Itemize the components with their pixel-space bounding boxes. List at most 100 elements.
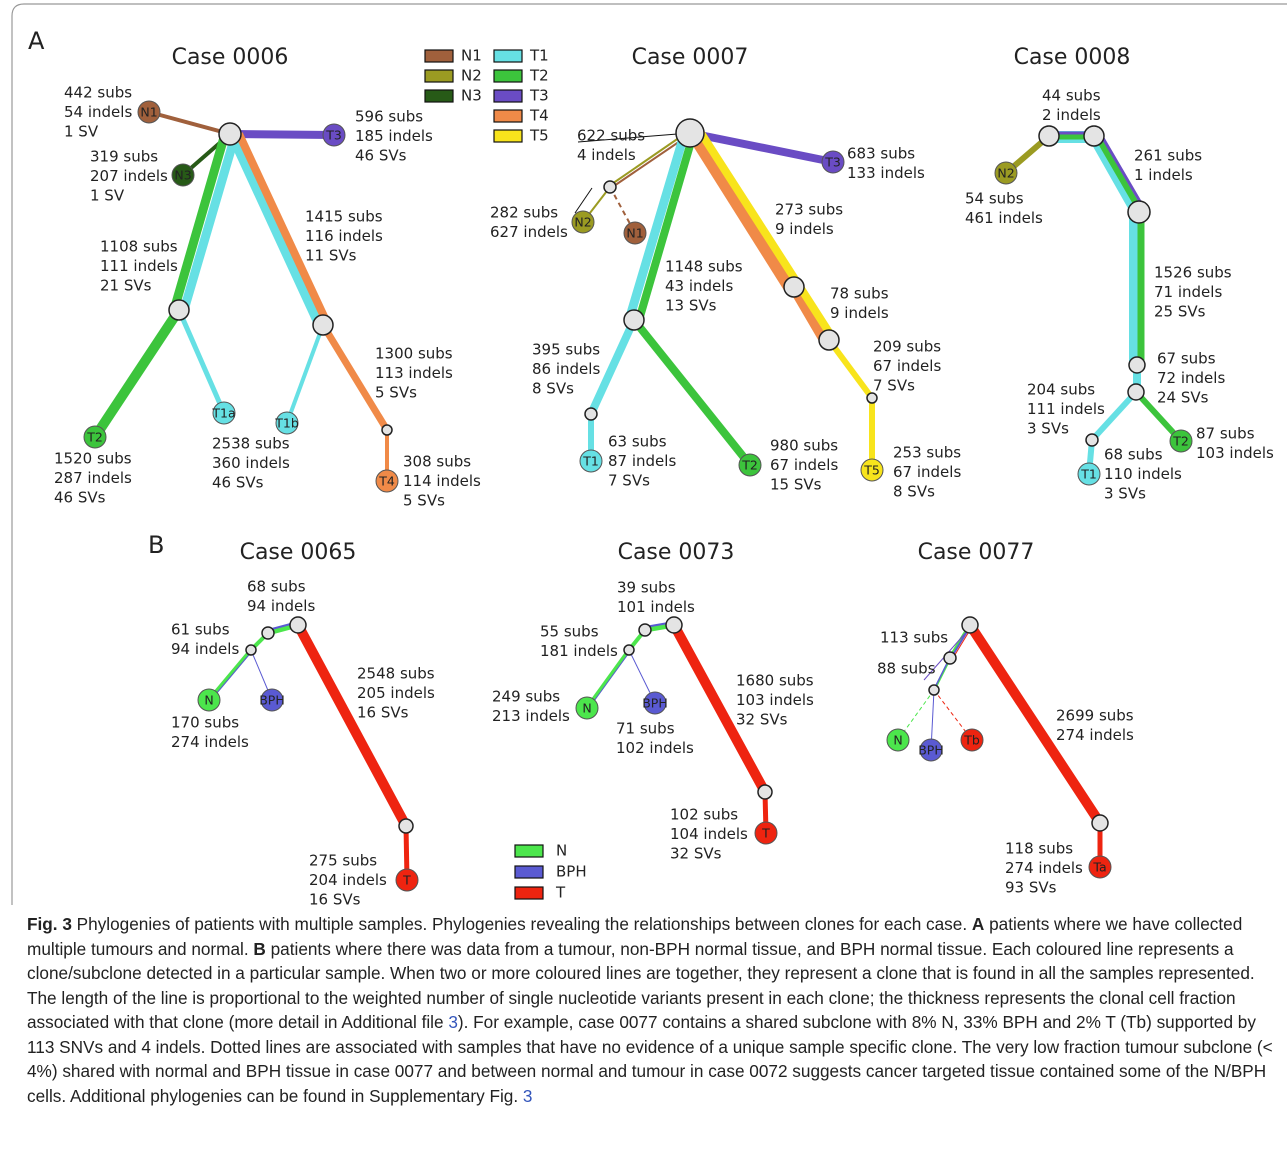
branch-annotation: 205 indels [357, 684, 435, 702]
caption-link[interactable]: 3 [448, 1012, 458, 1032]
branch-annotation: 3 SVs [1027, 420, 1069, 438]
branch-annotation: 71 indels [1154, 283, 1222, 301]
branch-annotation: 110 indels [1104, 465, 1182, 483]
branch-annotation: 7 SVs [608, 472, 650, 490]
branch-node [928, 684, 940, 696]
branch-annotation: 627 indels [490, 223, 568, 241]
sample-node [571, 210, 595, 234]
branch-annotation: 116 indels [305, 227, 383, 245]
frame [11, 3, 1287, 905]
branch-annotation: 8 SVs [893, 483, 935, 501]
branch-annotation: 54 indels [64, 103, 132, 121]
branch-annotation: 86 indels [532, 360, 600, 378]
branch-node [665, 616, 683, 634]
caption-link[interactable]: 3 [522, 1085, 533, 1106]
sample-label: T1 [1080, 467, 1097, 482]
branch-annotation: 308 subs [403, 453, 471, 471]
branch-annotation: 319 subs [90, 148, 158, 166]
sample-node [137, 100, 161, 124]
branch-annotation: 15 SVs [770, 476, 822, 494]
branch-annotation: 253 subs [893, 444, 961, 462]
sample-node [83, 425, 107, 449]
sample-node [575, 696, 599, 720]
sample-node [275, 411, 299, 435]
sample-node [395, 868, 419, 892]
branch-annotation: 63 subs [608, 433, 667, 451]
branch-node [818, 329, 840, 351]
branch-annotation: 118 subs [1005, 840, 1073, 858]
branch-node [261, 626, 275, 640]
clone-edge [587, 318, 638, 416]
branch-annotation: 274 indels [171, 733, 249, 751]
sample-node [579, 449, 603, 473]
sample-label: T3 [325, 128, 342, 143]
clone-edge [689, 129, 834, 166]
clone-edge [630, 317, 754, 468]
branch-node [398, 818, 414, 834]
sample-label: N2 [574, 215, 591, 230]
branch-annotation: 1 SV [90, 187, 125, 205]
branch-annotation: 395 subs [532, 341, 600, 359]
sample-label: T [761, 826, 770, 841]
legend-swatch [424, 89, 454, 103]
clone-edge [965, 622, 1105, 826]
branch-annotation: 68 subs [1104, 446, 1163, 464]
branch-annotation: 2538 subs [212, 435, 290, 453]
branch-node [623, 309, 645, 331]
leader-line [577, 132, 691, 143]
branch-annotation: 67 indels [893, 463, 961, 481]
branch-annotation: 67 subs [1157, 350, 1216, 368]
clone-edge [176, 308, 227, 415]
branch-annotation: 1148 subs [665, 258, 743, 276]
branch-annotation: 274 indels [1056, 726, 1134, 744]
branch-annotation: 25 SVs [1154, 303, 1206, 321]
branch-annotation: 2548 subs [357, 665, 435, 683]
branch-annotation: 1 indels [1134, 166, 1193, 184]
legend-swatch [493, 89, 523, 103]
branch-annotation: 78 subs [830, 285, 889, 303]
branch-node [675, 118, 705, 148]
branch-node [1085, 433, 1099, 447]
branch-annotation: 213 indels [492, 707, 570, 725]
branch-annotation: 32 SVs [736, 711, 788, 729]
branch-annotation: 67 indels [770, 456, 838, 474]
branch-node [1127, 383, 1145, 401]
legend-label: T2 [529, 67, 549, 85]
clone-edge [624, 133, 689, 322]
sample-node [994, 161, 1018, 185]
sample-label: Ta [1092, 860, 1106, 875]
legend-swatch [493, 109, 523, 123]
sample-node [197, 688, 221, 712]
branch-annotation: 2699 subs [1056, 707, 1134, 725]
branch-annotation: 461 indels [965, 209, 1043, 227]
sample-node [212, 401, 236, 425]
legend-swatch [493, 69, 523, 83]
branch-annotation: 1108 subs [100, 238, 178, 256]
branch-node [943, 651, 957, 665]
branch-node [1038, 125, 1060, 147]
panel-label: B [148, 531, 164, 559]
branch-annotation: 113 subs [880, 629, 948, 647]
branch-annotation: 46 SVs [54, 489, 106, 507]
sample-node [1088, 855, 1112, 879]
branch-annotation: 3 SVs [1104, 485, 1146, 503]
sample-node [623, 221, 647, 245]
clone-edge [169, 132, 230, 312]
clone-edge [320, 323, 390, 432]
sample-label: T3 [824, 155, 841, 170]
branch-node [1127, 200, 1151, 224]
clone-edge [1089, 389, 1139, 443]
clone-edge [610, 134, 690, 189]
branch-annotation: 39 subs [617, 579, 676, 597]
branch-annotation: 5 SVs [403, 492, 445, 510]
legend-label: T5 [529, 127, 549, 145]
branch-annotation: 103 indels [1196, 444, 1274, 462]
branch-annotation: 61 subs [171, 621, 230, 639]
branch-node [168, 299, 190, 321]
sample-node [1169, 429, 1193, 453]
sample-label: BPH [259, 693, 285, 708]
branch-annotation: 8 SVs [532, 380, 574, 398]
